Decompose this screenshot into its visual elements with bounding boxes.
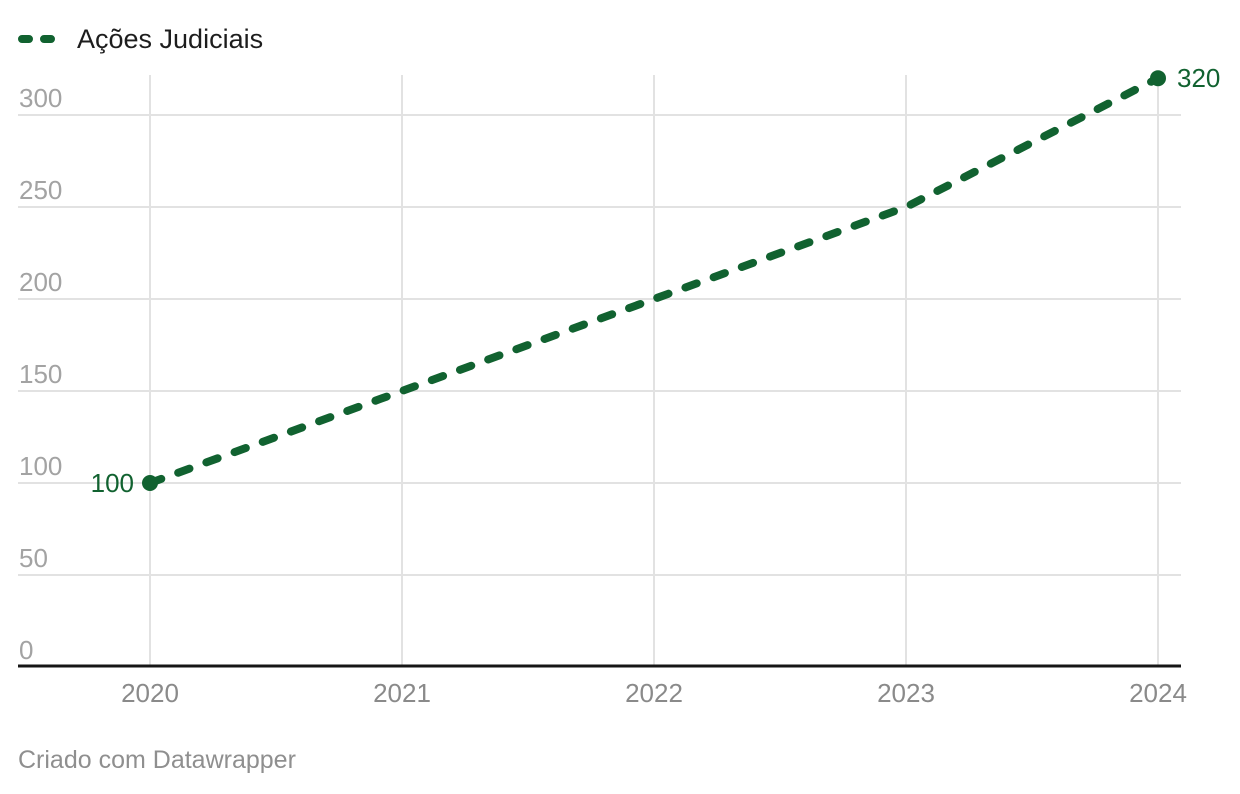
y-tick-label: 200 (19, 267, 62, 297)
y-tick-label: 300 (19, 83, 62, 113)
y-tick-label: 50 (19, 543, 48, 573)
x-tick-label: 2023 (877, 678, 935, 708)
attribution-credit[interactable]: Criado com Datawrapper (18, 746, 296, 774)
data-point[interactable] (1150, 70, 1166, 87)
value-label: 320 (1177, 63, 1220, 93)
legend-series-label: Ações Judiciais (77, 24, 264, 54)
y-tick-label: 150 (19, 359, 62, 389)
y-tick-label: 250 (19, 175, 62, 205)
dashed-line-legend-icon (18, 35, 67, 43)
value-label: 100 (91, 468, 134, 498)
data-point[interactable] (142, 475, 158, 491)
x-tick-label: 2022 (625, 678, 683, 708)
y-tick-label: 0 (19, 635, 33, 665)
data-line (146, 74, 1162, 487)
legend: Ações Judiciais (17, 24, 263, 54)
x-tick-label: 2020 (121, 678, 179, 708)
y-tick-label: 100 (19, 451, 62, 481)
x-tick-label: 2024 (1129, 678, 1187, 708)
x-tick-label: 2021 (373, 678, 431, 708)
